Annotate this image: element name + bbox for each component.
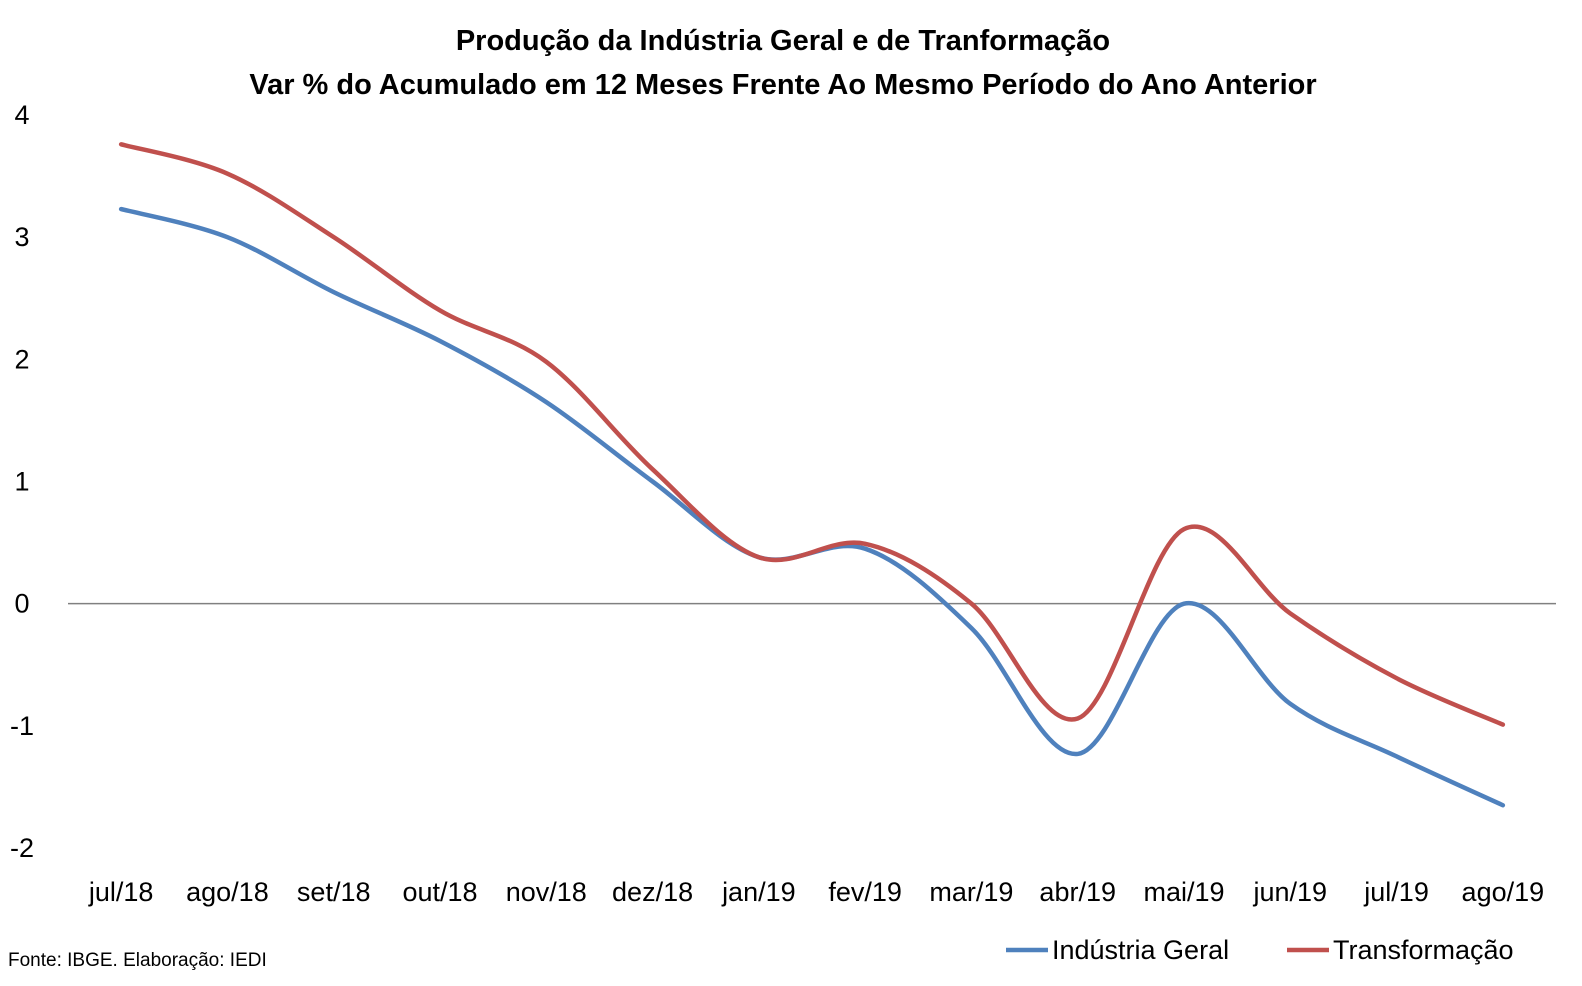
x-tick-label: ago/18 bbox=[186, 877, 269, 907]
x-tick-label: jul/18 bbox=[88, 877, 154, 907]
source-note: Fonte: IBGE. Elaboração: IEDI bbox=[8, 950, 267, 971]
legend-label-1: Indústria Geral bbox=[1052, 935, 1229, 965]
x-tick-label: jul/19 bbox=[1363, 877, 1429, 907]
x-tick-label: nov/18 bbox=[506, 877, 587, 907]
x-axis-tick-labels: jul/18 ago/18 set/18 out/18 nov/18 dez/18 jan/… bbox=[88, 877, 1544, 907]
y-tick-label: -1 bbox=[10, 711, 34, 741]
x-tick-label: dez/18 bbox=[612, 877, 693, 907]
chart-title: Produção da Indústria Geral e de Tranfor… bbox=[456, 25, 1110, 57]
x-tick-label: mar/19 bbox=[929, 877, 1013, 907]
y-tick-label: -2 bbox=[10, 833, 34, 863]
series-line-2 bbox=[118, 142, 1506, 727]
y-axis-tick-labels: 4 3 2 1 0 -1 -2 bbox=[10, 100, 34, 863]
y-tick-label: 2 bbox=[14, 344, 29, 374]
x-tick-label: jun/19 bbox=[1252, 877, 1327, 907]
y-tick-label: 0 bbox=[14, 589, 29, 619]
y-tick-label: 4 bbox=[14, 100, 29, 130]
x-tick-label: ago/19 bbox=[1462, 877, 1545, 907]
legend-label-2: Transformação bbox=[1333, 935, 1514, 965]
x-tick-label: set/18 bbox=[297, 877, 371, 907]
y-tick-label: 3 bbox=[14, 222, 29, 252]
x-tick-label: abr/19 bbox=[1039, 877, 1116, 907]
series-line-1 bbox=[118, 206, 1506, 808]
legend: Indústria Geral Transformação bbox=[1006, 935, 1514, 965]
x-tick-label: out/18 bbox=[402, 877, 477, 907]
x-tick-label: jan/19 bbox=[721, 877, 796, 907]
chart-subtitle: Var % do Acumulado em 12 Meses Frente Ao… bbox=[249, 69, 1316, 101]
y-tick-label: 1 bbox=[14, 467, 29, 497]
x-tick-label: fev/19 bbox=[828, 877, 902, 907]
x-tick-label: mai/19 bbox=[1143, 877, 1224, 907]
series-lines bbox=[118, 142, 1506, 808]
